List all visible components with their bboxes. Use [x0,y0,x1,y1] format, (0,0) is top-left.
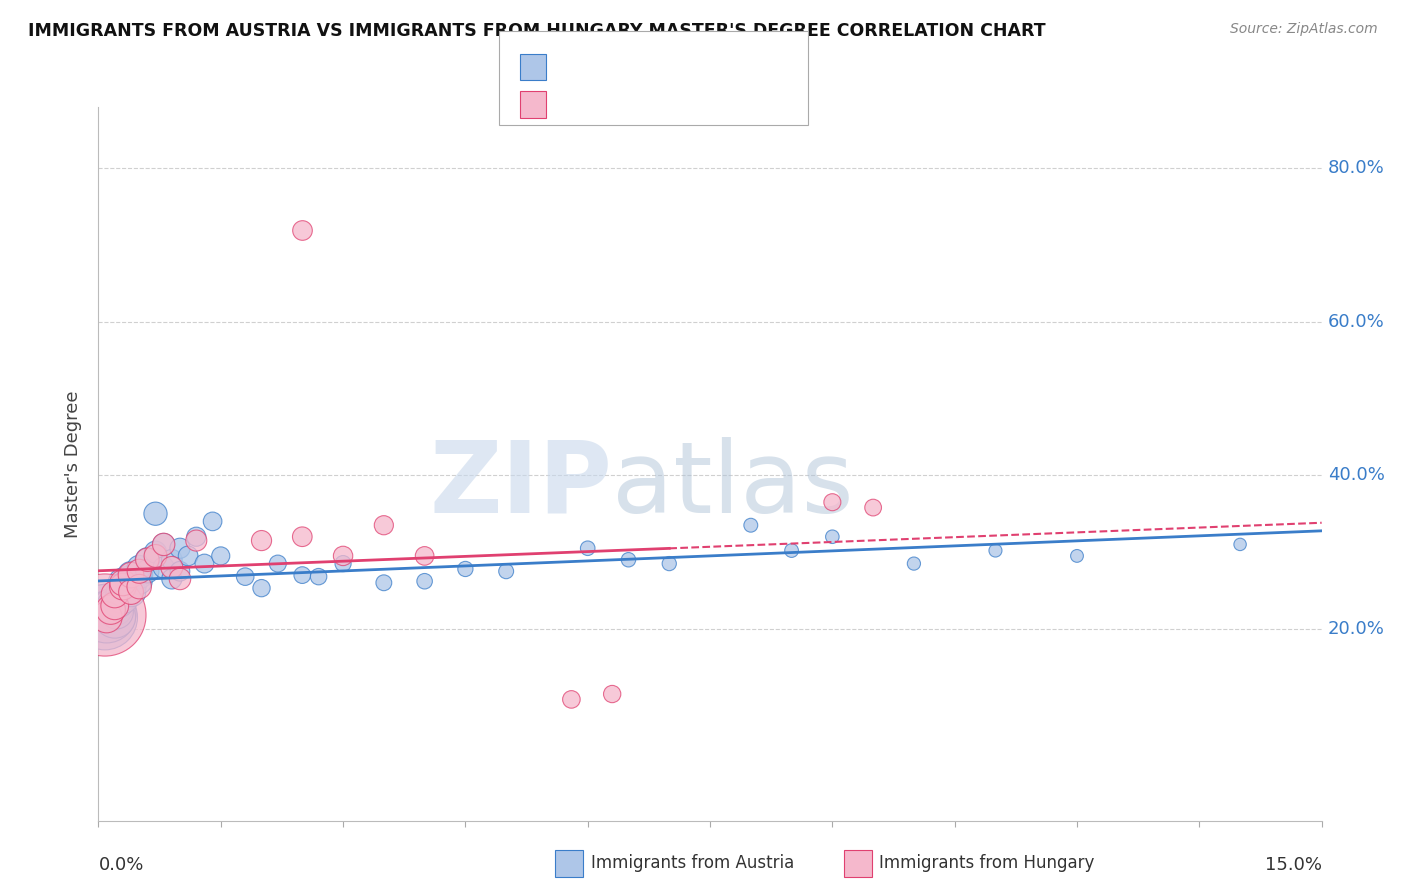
Point [413,574,436,589]
Point [105,605,128,619]
Text: Immigrants from Austria: Immigrants from Austria [591,855,794,872]
Point [160,560,183,574]
Point [111,587,134,601]
Point [104,610,127,624]
Point [169,572,191,586]
Point [152,537,174,551]
Point [560,692,582,706]
Point [101,607,124,622]
Point [658,557,681,571]
Point [250,581,273,595]
Point [780,543,803,558]
Point [136,564,159,578]
Point [617,553,640,567]
Point [128,574,150,589]
Point [104,600,127,615]
Text: Source: ZipAtlas.com: Source: ZipAtlas.com [1230,22,1378,37]
Y-axis label: Master's Degree: Master's Degree [65,390,83,538]
Point [984,543,1007,558]
Point [193,557,215,571]
Point [903,557,925,571]
Point [291,568,314,582]
Point [373,575,395,590]
Point [120,577,142,591]
Point [1229,537,1251,551]
Point [111,591,134,606]
Point [120,572,142,586]
Text: 60.0%: 60.0% [1327,313,1385,331]
Point [100,599,122,613]
Point [308,569,330,583]
Point [332,557,354,571]
Point [97,602,120,616]
Point [104,599,127,613]
Point [111,575,134,590]
Point [111,580,134,594]
Point [152,560,174,574]
Point [111,583,134,598]
Point [177,549,200,563]
Point [120,585,142,599]
Text: 40.0%: 40.0% [1327,467,1385,484]
Point [120,568,142,582]
Point [821,530,844,544]
Point [94,607,117,622]
Point [209,549,232,563]
Point [120,585,142,599]
Point [233,569,256,583]
Point [108,595,131,609]
Point [186,533,208,548]
Point [128,580,150,594]
Point [291,223,314,237]
Point [495,564,517,578]
Text: R = 0.099   N = 56: R = 0.099 N = 56 [557,58,727,76]
Point [267,557,290,571]
Text: 20.0%: 20.0% [1327,620,1385,638]
Point [128,568,150,582]
Text: ZIP: ZIP [429,437,612,533]
Text: R =  0.192   N = 26: R = 0.192 N = 26 [557,95,733,113]
Point [111,580,134,594]
Point [96,610,118,624]
Point [136,553,159,567]
Point [186,530,208,544]
Point [111,575,134,590]
Point [136,553,159,567]
Point [576,541,599,556]
Point [201,515,224,529]
Point [600,687,623,701]
Point [104,587,127,601]
Point [1066,549,1088,563]
Point [332,549,354,563]
Text: atlas: atlas [612,437,853,533]
Point [152,537,174,551]
Point [120,568,142,582]
Point [145,545,167,559]
Point [413,549,436,563]
Point [96,607,118,621]
Point [250,533,273,548]
Point [128,564,150,578]
Point [160,572,183,586]
Point [128,560,150,574]
Point [169,564,191,578]
Text: IMMIGRANTS FROM AUSTRIA VS IMMIGRANTS FROM HUNGARY MASTER'S DEGREE CORRELATION C: IMMIGRANTS FROM AUSTRIA VS IMMIGRANTS FR… [28,22,1046,40]
Point [160,553,183,567]
Point [94,610,117,624]
Text: 0.0%: 0.0% [98,856,143,874]
Text: 80.0%: 80.0% [1327,160,1385,178]
Point [145,507,167,521]
Point [454,562,477,576]
Text: 15.0%: 15.0% [1264,856,1322,874]
Point [291,530,314,544]
Point [821,495,844,509]
Point [740,518,762,533]
Point [862,500,884,515]
Point [145,549,167,563]
Point [373,518,395,533]
Text: Immigrants from Hungary: Immigrants from Hungary [879,855,1094,872]
Point [169,541,191,556]
Point [100,602,122,616]
